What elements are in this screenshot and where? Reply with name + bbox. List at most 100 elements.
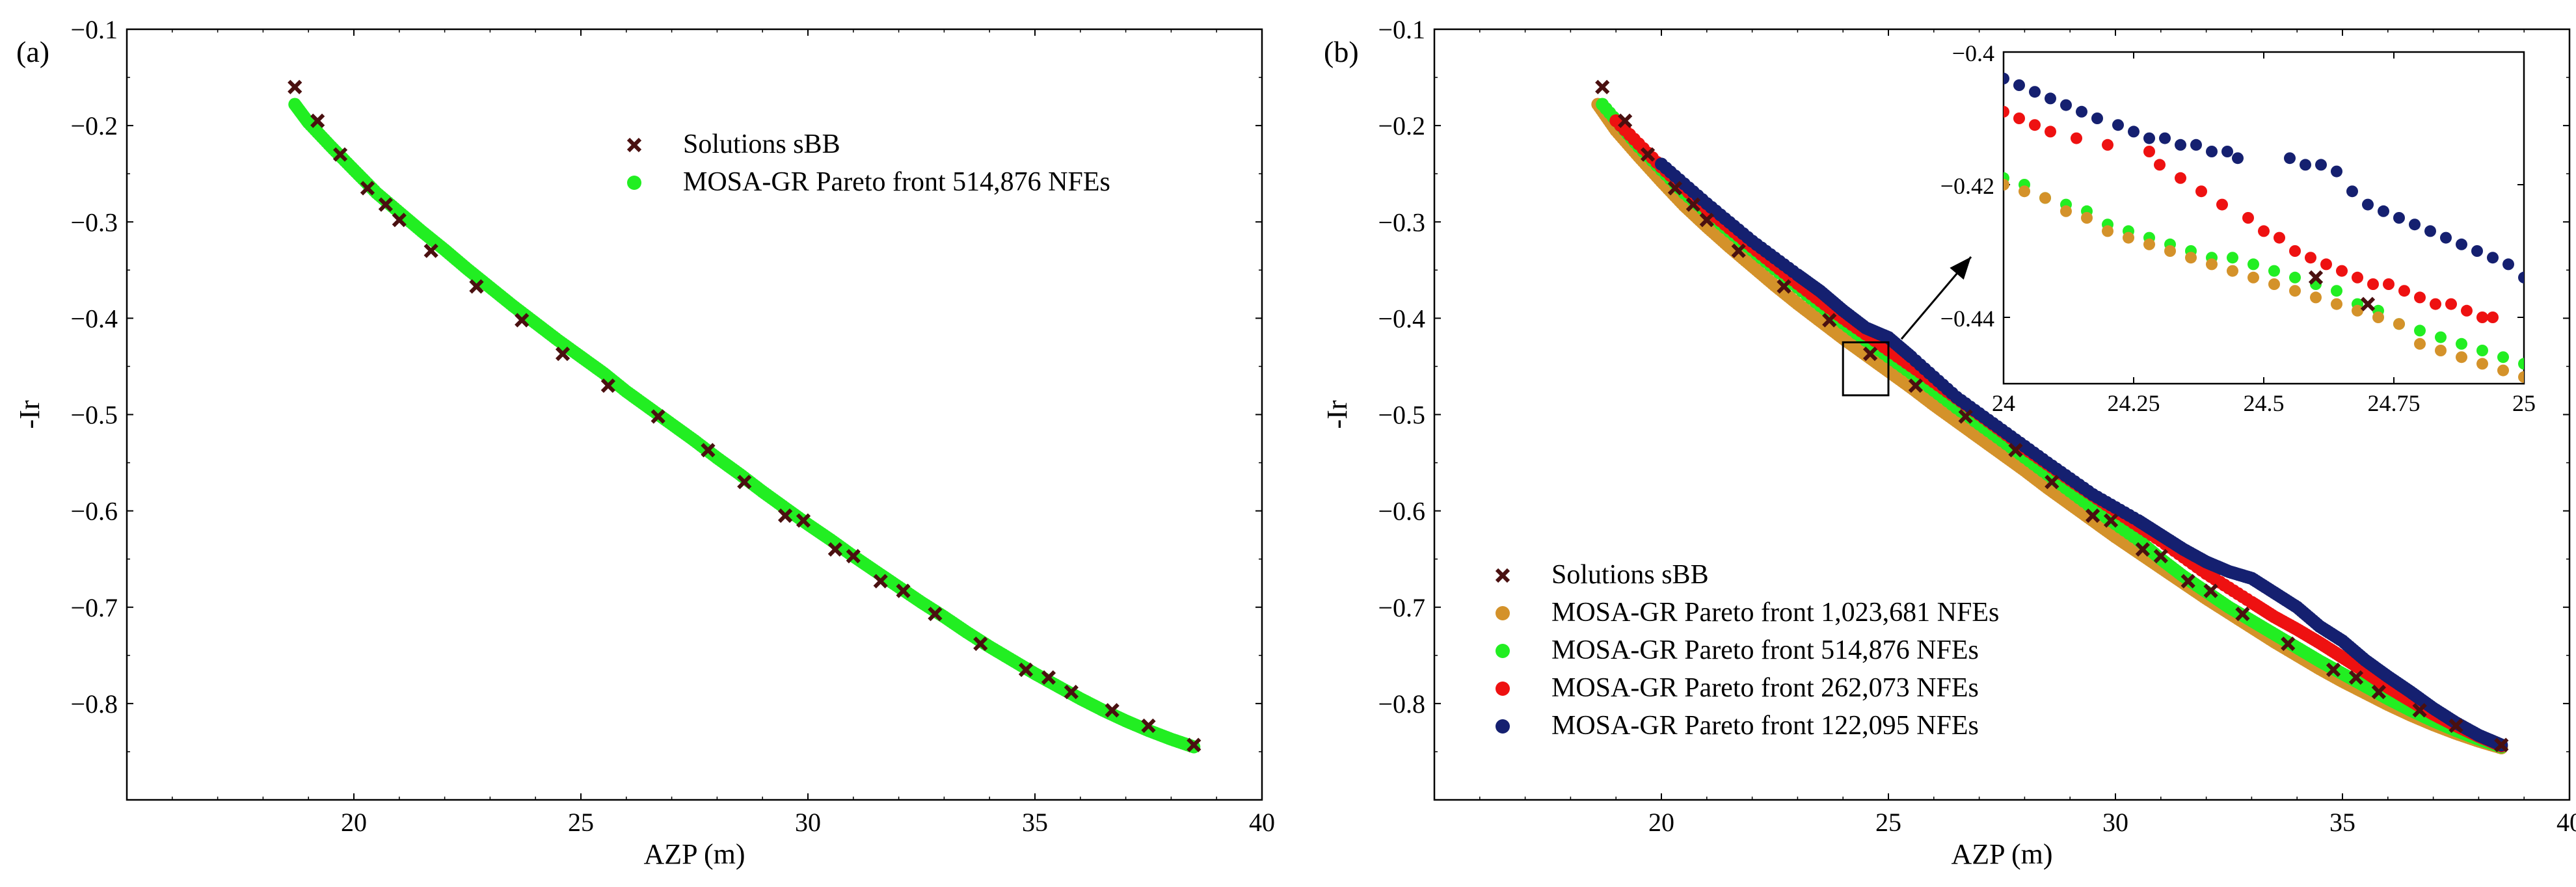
sbb-point: [1958, 409, 1973, 424]
pareto-point: [2164, 245, 2176, 257]
pareto-point: [2393, 212, 2405, 224]
pareto-point: [2315, 159, 2327, 171]
pareto-point: [2195, 185, 2207, 198]
y-tick-label: −0.8: [1378, 689, 1425, 719]
sbb-point: [2326, 662, 2341, 678]
y-tick-label: −0.7: [1378, 593, 1425, 622]
pareto-point: [2305, 252, 2316, 264]
pareto-point: [2247, 271, 2259, 284]
pareto-point: [2206, 258, 2218, 271]
arrow-head: [1950, 257, 1971, 280]
pareto-point: [2331, 298, 2342, 310]
sbb-point: [2281, 636, 2296, 652]
sbb-point: [1640, 147, 1656, 162]
pareto-point: [2071, 132, 2082, 144]
sbb-point: [1699, 213, 1714, 228]
zoom-box: [1842, 341, 1890, 397]
legend-label: MOSA-GR Pareto front 122,095 NFEs: [1551, 711, 1979, 741]
sbb-point: [1685, 197, 1700, 212]
sbb-point: [2153, 549, 2168, 564]
pareto-point: [2029, 119, 2041, 131]
pareto-point: [2383, 278, 2395, 290]
zoom-arrow: [1900, 256, 1972, 340]
pareto-point: [2013, 79, 2025, 91]
pareto-point: [2284, 152, 2296, 165]
y-tick-label: −0.4: [1952, 40, 1994, 66]
legend-marker-x: [626, 137, 642, 153]
sbb-point: [288, 79, 302, 94]
sbb-point: [1041, 670, 1056, 685]
pareto-point: [2430, 298, 2441, 310]
pareto-point: [2456, 351, 2467, 364]
sbb-point: [1105, 703, 1120, 718]
sbb-point: [2085, 508, 2100, 523]
pareto-point: [2190, 139, 2202, 151]
pareto-point: [2143, 132, 2155, 144]
x-tick-label: 24.75: [2368, 390, 2421, 416]
pareto-point: [2221, 146, 2233, 157]
pareto-point: [2128, 126, 2140, 138]
sbb-point: [392, 213, 407, 228]
sbb-point: [737, 475, 752, 490]
pareto-point: [2461, 304, 2473, 317]
x-tick-label: 24: [1992, 390, 2015, 416]
sbb-point: [651, 409, 665, 424]
pareto-point: [2268, 265, 2280, 277]
sbb-point: [1777, 279, 1791, 294]
sbb-point: [423, 243, 438, 258]
pareto-point: [2045, 126, 2056, 138]
x-axis-label: AZP (m): [1951, 838, 2052, 870]
pareto-point: [2045, 92, 2056, 105]
x-tick-label: 24.5: [2244, 390, 2285, 416]
y-axis-label: -Ir: [1321, 400, 1353, 429]
sbb-point: [873, 574, 888, 589]
legend-label: Solutions sBB: [683, 129, 840, 159]
pareto-point: [2476, 345, 2488, 356]
y-tick-label: −0.6: [70, 497, 118, 526]
legend-label: MOSA-GR Pareto front 262,073 NFEs: [1551, 673, 1979, 703]
pareto-point: [2102, 225, 2113, 237]
pareto-point: [2476, 358, 2488, 370]
sbb-point: [1064, 684, 1079, 700]
pareto-point: [2518, 371, 2524, 383]
sbb-point: [332, 147, 348, 162]
pareto-point: [2456, 338, 2467, 350]
pareto-point: [2378, 205, 2389, 217]
legend-marker-dot: [1496, 682, 1510, 696]
sbb-point: [2449, 718, 2463, 734]
pareto-point: [2435, 345, 2447, 356]
sbb-point: [827, 542, 843, 557]
pareto-point: [2004, 179, 2009, 191]
x-tick-label: 25: [2512, 390, 2536, 416]
series-3: [2004, 179, 2524, 383]
y-tick-label: −0.5: [1378, 401, 1425, 430]
pareto-point: [2039, 192, 2051, 204]
sbb-point: [2308, 270, 2324, 285]
sbb-point: [515, 313, 530, 328]
y-tick-label: −0.2: [1378, 111, 1425, 140]
sbb-point: [2371, 684, 2386, 700]
x-tick-label: 40: [1249, 808, 1275, 837]
sbb-point: [469, 279, 484, 294]
sbb-point: [701, 443, 716, 458]
pareto-point: [2004, 72, 2009, 85]
pareto-point: [2346, 185, 2358, 198]
series-0: [1595, 79, 2509, 752]
legend-label: MOSA-GR Pareto front 514,876 NFEs: [683, 167, 1110, 197]
legend: Solutions sBB MOSA-GR Pareto front 514,87…: [626, 129, 1110, 197]
pareto-point: [2268, 278, 2280, 290]
pareto-point: [2242, 212, 2254, 224]
x-tick-label: 35: [1022, 808, 1048, 837]
sbb-point: [2103, 513, 2119, 528]
pareto-point: [2216, 198, 2228, 211]
pareto-point: [2154, 159, 2166, 171]
x-tick-label: 30: [795, 808, 821, 837]
panel-inset: 24 24.25 24.5 24.75 25 −0.4 −0.42 −0.44: [1940, 40, 2536, 416]
pareto-point: [2289, 271, 2301, 284]
legend-label: MOSA-GR Pareto front 514,876 NFEs: [1551, 635, 1979, 665]
y-tick-label: −0.8: [70, 689, 118, 719]
sbb-point: [1862, 347, 1878, 362]
pareto-point: [2424, 225, 2436, 237]
y-tick-label: −0.4: [70, 304, 118, 333]
